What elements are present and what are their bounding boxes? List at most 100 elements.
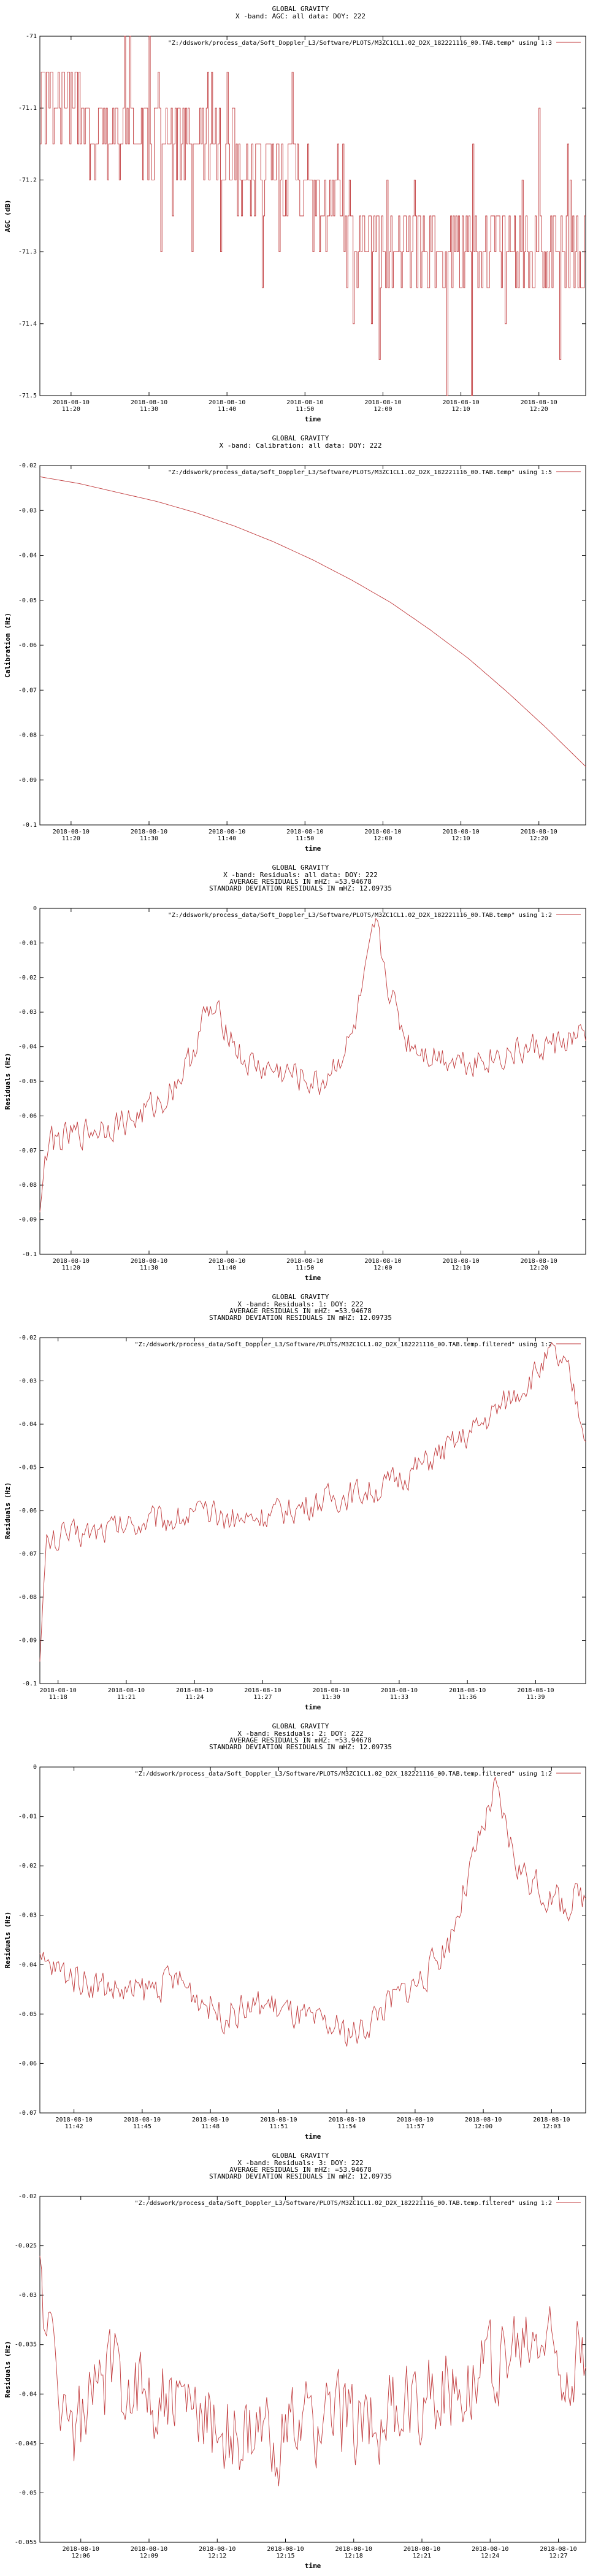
x-tick-time: 12:20: [530, 406, 548, 413]
x-tick-time: 12:00: [373, 835, 392, 842]
plot-frame: [39, 908, 586, 1255]
x-tick-date: 2018-08-10: [442, 829, 479, 835]
x-tick-time: 11:30: [140, 1265, 158, 1271]
data-series-line: [39, 1342, 586, 1662]
y-tick-label: -0.07: [18, 687, 37, 694]
chart-title: GLOBAL GRAVITY: [272, 1722, 329, 1730]
x-tick-time: 11:20: [62, 835, 80, 842]
y-tick-label: -0.1: [22, 1681, 37, 1687]
chart-panel-residuals-all: GLOBAL GRAVITY X -band: Residuals: all da…: [0, 859, 601, 1288]
x-tick-date: 2018-08-10: [244, 1687, 281, 1694]
data-series-line: [39, 2255, 586, 2486]
y-tick-label: -71: [26, 33, 37, 40]
x-tick-date: 2018-08-10: [521, 399, 557, 406]
y-tick-label: -0.02: [18, 462, 37, 469]
x-tick-time: 12:27: [549, 2553, 567, 2559]
x-tick-time: 12:00: [373, 406, 392, 413]
chart-title: GLOBAL GRAVITY: [272, 1293, 329, 1301]
y-tick-label: -0.01: [18, 1814, 37, 1820]
x-tick-date: 2018-08-10: [364, 829, 401, 835]
y-tick-label: -0.08: [18, 1182, 37, 1189]
y-tick-label: -0.05: [18, 1465, 37, 1471]
chart-subtitle-line: STANDARD DEVIATION RESIDUALS IN mHZ: 12.…: [209, 1743, 392, 1751]
x-tick-time: 12:06: [72, 2553, 90, 2559]
x-tick-time: 12:12: [208, 2553, 226, 2559]
x-tick-time: 12:18: [345, 2553, 363, 2559]
x-tick-date: 2018-08-10: [176, 1687, 213, 1694]
x-tick-date: 2018-08-10: [364, 399, 401, 406]
x-tick-date: 2018-08-10: [53, 399, 90, 406]
y-tick-label: -0.04: [18, 553, 37, 559]
y-axis-label: Residuals (Hz): [4, 1912, 12, 1969]
chart-panel-residuals-1: GLOBAL GRAVITY X -band: Residuals: 1: DOY…: [0, 1288, 601, 1717]
x-tick-time: 11:42: [65, 2123, 83, 2130]
x-tick-time: 11:18: [49, 1694, 67, 1701]
x-tick-date: 2018-08-10: [131, 2546, 167, 2553]
chart-title: GLOBAL GRAVITY: [272, 2152, 329, 2160]
x-axis-label: time: [305, 1274, 321, 1282]
y-tick-label: -71.1: [18, 105, 37, 112]
x-tick-time: 11:40: [218, 835, 236, 842]
chart-title: GLOBAL GRAVITY: [272, 864, 329, 872]
x-tick-date: 2018-08-10: [472, 2546, 508, 2553]
x-tick-date: 2018-08-10: [56, 2117, 93, 2123]
y-tick-label: -0.05: [18, 597, 37, 604]
x-tick-time: 11:40: [218, 406, 236, 413]
x-tick-time: 11:30: [322, 1694, 340, 1701]
chart-subtitle-line: AVERAGE RESIDUALS IN mHZ: =53.94678: [229, 2166, 372, 2174]
x-tick-time: 11:50: [296, 835, 314, 842]
x-tick-time: 11:48: [201, 2123, 220, 2130]
y-tick-label: -0.08: [18, 732, 37, 739]
x-tick-date: 2018-08-10: [267, 2546, 304, 2553]
y-axis-label: AGC (dB): [4, 200, 12, 232]
x-tick-date: 2018-08-10: [364, 1258, 401, 1265]
x-tick-date: 2018-08-10: [192, 2117, 229, 2123]
x-tick-time: 11:54: [338, 2123, 356, 2130]
y-tick-label: -71.4: [18, 321, 37, 328]
x-tick-date: 2018-08-10: [53, 829, 90, 835]
x-tick-time: 11:50: [296, 1265, 314, 1271]
x-tick-time: 12:00: [373, 1265, 392, 1271]
y-tick-label: -71.2: [18, 177, 37, 183]
y-tick-label: -0.035: [15, 2342, 37, 2348]
legend-label: "Z:/ddswork/process_data/Soft_Doppler_L3…: [135, 1771, 552, 1777]
y-tick-label: -0.09: [18, 1217, 37, 1224]
x-tick-date: 2018-08-10: [533, 2117, 570, 2123]
x-tick-date: 2018-08-10: [131, 1258, 167, 1265]
x-axis-label: time: [305, 2562, 321, 2570]
data-series-line: [40, 36, 586, 396]
x-tick-date: 2018-08-10: [335, 2546, 372, 2553]
legend-label: "Z:/ddswork/process_data/Soft_Doppler_L3…: [168, 40, 552, 47]
x-tick-date: 2018-08-10: [260, 2117, 297, 2123]
y-tick-label: -0.03: [18, 2292, 37, 2299]
y-tick-label: -0.02: [18, 975, 37, 981]
y-tick-label: -0.06: [18, 1508, 37, 1514]
x-tick-date: 2018-08-10: [397, 2117, 434, 2123]
legend-label: "Z:/ddswork/process_data/Soft_Doppler_L3…: [168, 912, 552, 919]
plot-frame: [39, 465, 586, 826]
y-tick-label: -0.01: [18, 940, 37, 946]
y-tick-label: -0.05: [18, 2011, 37, 2018]
chart-subtitle-line: X -band: Residuals: 3: DOY: 222: [237, 2159, 363, 2167]
x-axis-label: time: [305, 1703, 321, 1711]
x-tick-date: 2018-08-10: [540, 2546, 576, 2553]
x-tick-date: 2018-08-10: [329, 2117, 366, 2123]
y-tick-label: -0.045: [15, 2440, 37, 2447]
x-tick-date: 2018-08-10: [209, 1258, 245, 1265]
chart-subtitle-line: X -band: AGC: all data: DOY: 222: [235, 12, 366, 20]
x-tick-date: 2018-08-10: [40, 1687, 77, 1694]
y-tick-label: -0.03: [18, 1378, 37, 1385]
x-tick-time: 11:20: [62, 406, 80, 413]
y-tick-label: -0.09: [18, 777, 37, 784]
y-tick-label: -0.02: [18, 2193, 37, 2200]
x-tick-time: 12:10: [452, 406, 470, 413]
y-axis-label: Residuals (Hz): [4, 1482, 12, 1539]
x-tick-date: 2018-08-10: [209, 399, 245, 406]
legend-label: "Z:/ddswork/process_data/Soft_Doppler_L3…: [135, 2200, 552, 2207]
legend-label: "Z:/ddswork/process_data/Soft_Doppler_L3…: [168, 469, 552, 476]
x-tick-date: 2018-08-10: [108, 1687, 145, 1694]
y-tick-label: -0.09: [18, 1638, 37, 1644]
